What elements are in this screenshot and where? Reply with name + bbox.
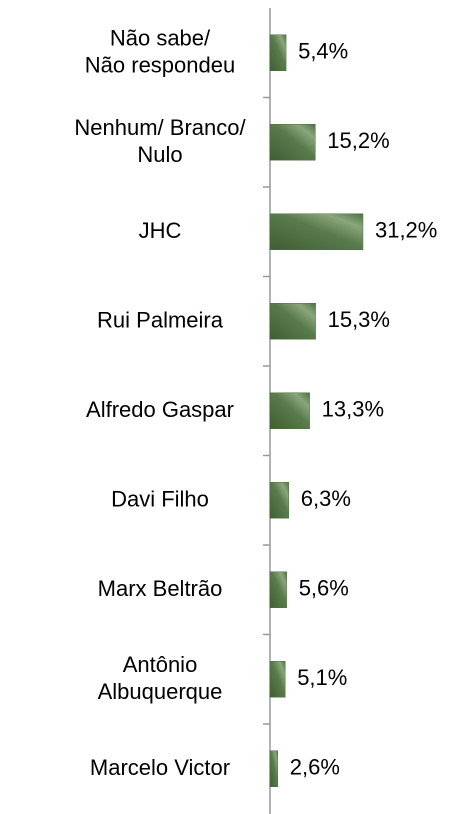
value-label: 13,3% — [322, 397, 384, 422]
bar — [269, 661, 286, 698]
value-label: 15,3% — [328, 307, 390, 332]
bar — [269, 750, 278, 787]
value-label: 15,2% — [327, 128, 389, 153]
category-label: Marx Beltrão — [98, 576, 223, 601]
value-label: 5,4% — [298, 39, 348, 64]
bar — [269, 34, 287, 71]
category-label: JHC — [139, 218, 182, 243]
bar — [269, 124, 316, 161]
value-label: 5,1% — [297, 665, 347, 690]
category-label: Nenhum/ Branco/Nulo — [74, 115, 246, 167]
bar — [269, 482, 290, 519]
category-label: Rui Palmeira — [97, 307, 224, 332]
category-label: Alfredo Gaspar — [86, 397, 234, 422]
category-label: Antônio Albuquerque — [98, 652, 223, 704]
category-label: Não sabe/Não respondeu — [85, 25, 235, 77]
bar — [269, 213, 364, 250]
value-label: 5,6% — [299, 576, 349, 601]
bar — [269, 392, 310, 429]
category-label: Davi Filho — [111, 486, 209, 511]
value-label: 2,6% — [290, 755, 340, 780]
bar — [269, 571, 287, 608]
value-label: 6,3% — [301, 486, 351, 511]
value-label: 31,2% — [375, 218, 437, 243]
bar — [269, 303, 316, 340]
category-label: Marcelo Victor — [90, 755, 230, 780]
